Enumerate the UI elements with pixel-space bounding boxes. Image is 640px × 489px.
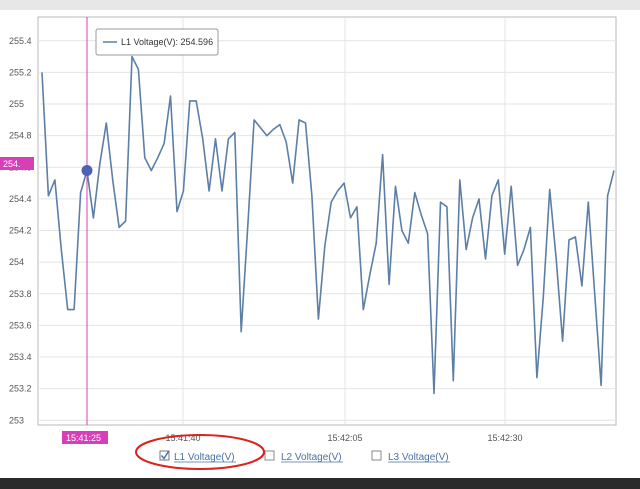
x-tick-label: 15:42:05	[327, 433, 362, 443]
tooltip-text: L1 Voltage(V): 254.596	[121, 37, 213, 47]
legend-item-l3[interactable]: L3 Voltage(V)	[371, 450, 450, 463]
legend-checkbox-l2[interactable]	[264, 450, 275, 461]
tooltip: L1 Voltage(V): 254.596	[95, 28, 219, 56]
legend-checkbox-l3[interactable]	[371, 450, 382, 461]
grid	[38, 17, 616, 425]
y-tick-label: 255.2	[9, 67, 32, 77]
top-strip	[0, 0, 640, 10]
legend-label-l1: L1 Voltage(V)	[174, 452, 235, 463]
y-tick-label: 254.4	[9, 194, 32, 204]
y-tick-label: 253.4	[9, 352, 32, 362]
legend-item-l2[interactable]: L2 Voltage(V)	[264, 450, 343, 463]
legend: L1 Voltage(V) L2 Voltage(V) L3 Voltage(V…	[159, 450, 450, 463]
y-axis-ticks: 255.4255.2255254.8254.6254.4254.2254253.…	[9, 36, 32, 425]
cursor-x-label-text: 15:41:25	[66, 433, 101, 443]
annotation-ellipse	[135, 434, 265, 470]
y-tick-label: 255.4	[9, 36, 32, 46]
cursor-y-label: 254.	[0, 157, 34, 170]
x-tick-label: 15:41:40	[165, 433, 200, 443]
y-tick-label: 253.6	[9, 320, 32, 330]
cursor-y-label-bg	[0, 157, 34, 170]
y-tick-label: 253.8	[9, 289, 32, 299]
x-axis-ticks: 15:41:40 15:42:05 15:42:30	[165, 433, 522, 443]
legend-label-l2: L2 Voltage(V)	[281, 452, 342, 463]
legend-label-l3: L3 Voltage(V)	[388, 452, 449, 463]
y-tick-label: 254	[9, 257, 24, 267]
y-tick-label: 253.2	[9, 384, 32, 394]
y-tick-label: 253	[9, 415, 24, 425]
y-tick-label: 254.2	[9, 226, 32, 236]
legend-check-icon	[160, 451, 170, 460]
x-tick-label: 15:42:30	[487, 433, 522, 443]
legend-checkbox-l1[interactable]	[159, 450, 170, 461]
y-tick-label: 255	[9, 99, 24, 109]
y-tick-label: 254.8	[9, 131, 32, 141]
cursor-y-label-text: 254.	[3, 159, 21, 169]
cursor-x-label-bg	[62, 431, 108, 444]
legend-item-l1[interactable]: L1 Voltage(V)	[159, 450, 236, 463]
series-l1-voltage-line	[41, 55, 615, 395]
cursor-marker	[81, 164, 93, 176]
cursor-x-label: 15:41:25	[62, 431, 108, 444]
bottom-border	[0, 478, 640, 489]
tooltip-box	[95, 28, 219, 56]
